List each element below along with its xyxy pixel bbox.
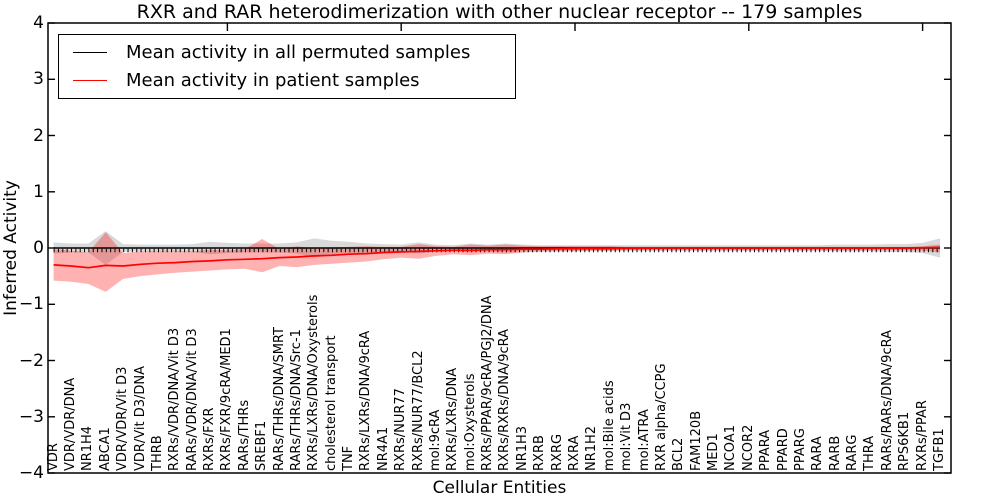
x-tick-label: RXRs/LXRs/DNA bbox=[445, 367, 461, 471]
legend-entry-permuted: Mean activity in all permuted samples bbox=[73, 42, 515, 63]
x-tick-label: RXRs/LXRs/DNA/9cRA bbox=[358, 330, 374, 471]
x-tick-label: RARs/THRs/DNA/Src-1 bbox=[288, 329, 304, 471]
y-tick-label: −1 bbox=[18, 294, 44, 315]
x-tick-label: RARB bbox=[827, 435, 843, 471]
x-tick-label: RXRB bbox=[532, 435, 548, 471]
x-tick-label: RARs/THRs/DNA/SMRT bbox=[271, 327, 287, 471]
y-tick-label: 4 bbox=[33, 13, 44, 33]
x-tick-label: mol:Vit D3 bbox=[619, 402, 635, 471]
x-tick-label: THRA bbox=[862, 435, 878, 471]
legend: Mean activity in all permuted samples Me… bbox=[58, 34, 516, 99]
x-tick-label: RXRs/PPAR/9cRA/PGJ2/DNA bbox=[480, 295, 496, 472]
x-tick-label: FAM120B bbox=[688, 410, 704, 471]
legend-label-permuted: Mean activity in all permuted samples bbox=[126, 42, 471, 63]
y-tick-label: 0 bbox=[33, 238, 44, 258]
x-tick-label: cholesterol transport bbox=[323, 335, 339, 471]
x-tick-label: RXRA bbox=[567, 435, 582, 471]
x-tick-label: TGFB1 bbox=[931, 428, 947, 471]
x-tick-label: PPARG bbox=[792, 428, 808, 471]
x-tick-label: RARs/VDR/DNA/Vit D3 bbox=[184, 328, 200, 471]
x-tick-label: RXRG bbox=[549, 433, 565, 471]
x-tick-label: RXRs/VDR/DNA/Vit D3 bbox=[167, 327, 183, 471]
x-tick-label: NR1H2 bbox=[584, 425, 600, 471]
x-tick-label: THRB bbox=[149, 435, 165, 471]
patient-mean-line bbox=[53, 246, 941, 269]
x-tick-label: RARs/RARs/DNA/9cRA bbox=[879, 330, 895, 471]
x-tick-label: RARs/THRs bbox=[236, 399, 252, 471]
x-tick-label: BCL2 bbox=[671, 437, 687, 471]
x-tick-label: RARA bbox=[810, 436, 826, 471]
x-tick-label: NR1H4 bbox=[80, 425, 96, 471]
x-tick-label: NCOR2 bbox=[740, 424, 756, 471]
x-tick-label: RARG bbox=[845, 434, 861, 471]
y-tick-label: 1 bbox=[33, 181, 44, 202]
x-tick-label: RXRs/LXRs/DNA/Oxysterols bbox=[306, 294, 322, 471]
x-tick-label: PPARA bbox=[758, 429, 774, 471]
x-tick-label: RPS6KB1 bbox=[897, 411, 913, 471]
x-tick-label: RXR alpha/CCPG bbox=[653, 363, 669, 471]
chart-title: RXR and RAR heterodimerization with othe… bbox=[136, 1, 863, 23]
y-tick-label: −3 bbox=[18, 406, 44, 427]
x-tick-label: mol:ATRA bbox=[636, 409, 652, 471]
x-tick-label: RXRs/NUR77 bbox=[393, 388, 409, 471]
x-tick-label: mol:Oxysterols bbox=[462, 373, 478, 472]
y-tick-label: 3 bbox=[33, 69, 44, 90]
x-tick-label: VDR/VDR/DNA bbox=[62, 377, 78, 471]
x-tick-label: NR4A1 bbox=[375, 426, 391, 471]
x-tick-label: RXRs/FXR/9cRA/MED1 bbox=[219, 328, 235, 471]
legend-line-black-icon bbox=[73, 52, 107, 53]
x-tick-label: NR1H3 bbox=[514, 425, 530, 471]
x-tick-label: RXRs/FXR bbox=[202, 407, 218, 471]
legend-entry-patient: Mean activity in patient samples bbox=[73, 70, 515, 91]
x-tick-label: mol:Bile acids bbox=[601, 380, 617, 471]
y-tick-label: −4 bbox=[18, 463, 44, 483]
x-tick-label: ABCA1 bbox=[97, 427, 113, 471]
x-tick-label: mol:9cRA bbox=[427, 409, 443, 471]
legend-label-patient: Mean activity in patient samples bbox=[126, 70, 420, 91]
x-tick-label: VDR/Vit D3/DNA bbox=[132, 365, 148, 471]
x-tick-label: TNF bbox=[341, 445, 357, 471]
legend-line-red-icon bbox=[73, 80, 107, 81]
x-tick-label: RXRs/NUR77/BCL2 bbox=[410, 350, 426, 471]
x-tick-label: SREBF1 bbox=[254, 420, 270, 471]
x-tick-label: PPARD bbox=[775, 428, 791, 471]
x-tick-label: VDR bbox=[45, 443, 61, 471]
x-tick-label: MED1 bbox=[706, 433, 722, 471]
y-tick-label: 2 bbox=[33, 125, 44, 146]
x-tick-label: VDR/VDR/Vit D3 bbox=[115, 366, 131, 471]
x-axis-label: Cellular Entities bbox=[432, 478, 567, 498]
y-tick-label: −2 bbox=[18, 350, 44, 371]
x-tick-label: NCOA1 bbox=[723, 425, 739, 471]
x-tick-label: RXRs/PPAR bbox=[914, 400, 930, 471]
x-tick-label: RXRs/RXRs/DNA/9cRA bbox=[497, 328, 513, 471]
